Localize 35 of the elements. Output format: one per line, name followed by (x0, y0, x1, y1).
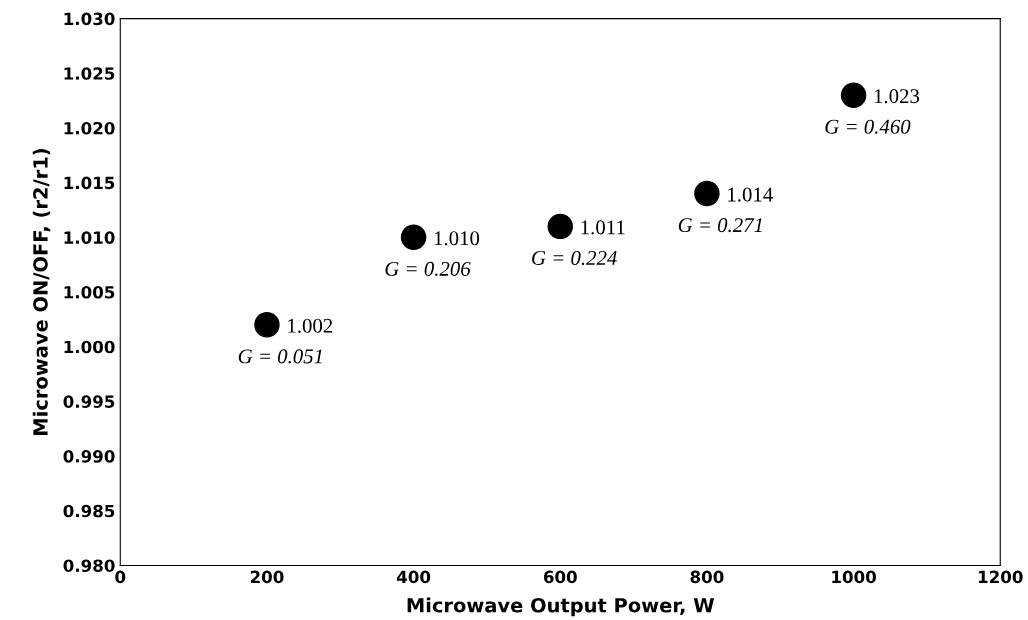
data-label: 1.023 (874, 89, 920, 104)
y-tick-label: 1.010 (64, 231, 115, 244)
x-axis-title: Microwave Output Power, W (407, 597, 715, 617)
data-label: 1.011 (581, 220, 625, 235)
y-tick-label: 1.015 (64, 176, 115, 190)
point (694, 180, 720, 207)
y-tick-label: 1.005 (64, 285, 115, 299)
data-label: 1.002 (288, 318, 333, 333)
y-axis-title: Microwave ON/OFF, (r2/r1) (32, 149, 51, 435)
y-tick-label: 0.980 (63, 559, 115, 573)
point (254, 312, 280, 338)
y-tick-label: 1.000 (64, 340, 115, 354)
x-tick-label: 1000 (832, 570, 876, 584)
data-label: 1.010 (434, 231, 480, 246)
x-tick-label: 1200 (978, 570, 1023, 584)
annotation: G = 0.051 (238, 349, 322, 364)
annotation: G = 0.460 (825, 119, 911, 134)
point (840, 82, 867, 108)
point (547, 213, 573, 240)
annotation: G = 0.206 (385, 261, 471, 276)
y-tick-label: 0.995 (63, 395, 115, 408)
x-tick-label: 800 (690, 570, 724, 584)
y-tick-label: 1.020 (64, 121, 115, 135)
x-tick-label: 400 (396, 570, 431, 584)
data-label: 1.014 (728, 187, 773, 202)
x-tick-label: 600 (543, 570, 577, 584)
y-tick-label: 1.025 (64, 67, 115, 80)
y-tick-label: 1.030 (64, 12, 115, 26)
annotation: G = 0.224 (532, 250, 617, 266)
point (400, 224, 427, 251)
x-tick-label: 200 (250, 570, 284, 584)
y-tick-label: 0.990 (63, 450, 115, 463)
x-tick-label: 0 (115, 570, 126, 584)
y-tick-label: 0.985 (63, 504, 115, 518)
annotation: G = 0.271 (678, 218, 762, 233)
